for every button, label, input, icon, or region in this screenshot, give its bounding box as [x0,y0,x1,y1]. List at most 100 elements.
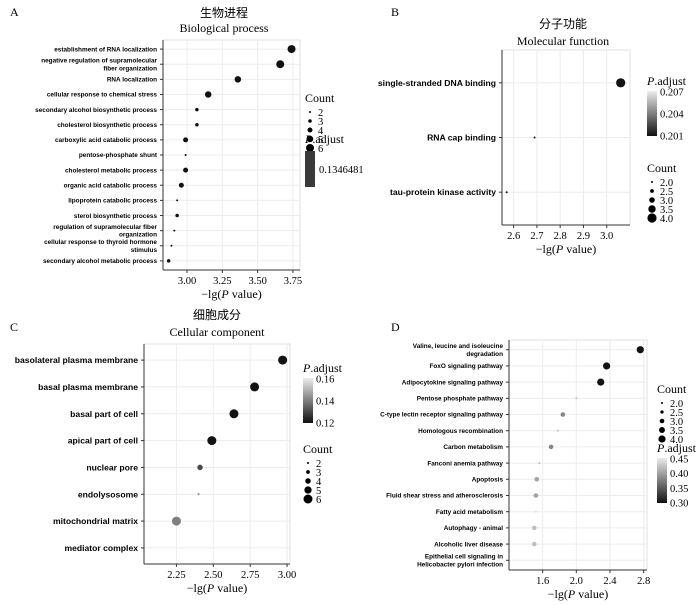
data-point [197,493,200,496]
y-tick-label: nuclear pore [86,462,138,472]
legend-count-title: Count [305,91,335,105]
legend-padj-label: 0.1346481 [319,165,364,176]
legend-count-label: 6 [318,144,323,155]
legend-padj-colorbar [303,378,313,423]
y-tick-label: Carbon metabolism [443,444,503,451]
legend-count-label: 4 [318,126,324,137]
y-tick-label: establishment of RNA localization [54,46,157,53]
data-point [195,122,199,127]
x-tick-label: 3.0 [600,231,613,242]
y-tick-label: organization [119,232,157,239]
y-tick-label: Homologous recombination [418,428,503,435]
legend-count-key [648,205,656,213]
y-tick-label: cholesterol biosynthetic process [57,122,157,129]
x-tick-label: 2.8 [554,231,567,242]
y-tick-label: single-stranded DNA binding [378,78,496,88]
legend-padj-label: 0.12 [316,419,334,430]
y-tick-label: RNA cap binding [427,133,496,143]
data-point [234,76,242,83]
legend-padj-title: P.adjust [304,132,345,146]
data-point [184,154,187,156]
legend-count-label: 5 [316,486,321,497]
legend-count-key [650,189,654,193]
legend-count-label: 4.0 [660,214,673,225]
y-tick-label: sterol biosynthetic process [74,213,158,220]
legend-count-key [307,462,309,464]
y-tick-label: Pentose phosphate pathway [417,396,504,403]
legend-count-key [661,402,663,404]
legend-padj-label: 0.30 [670,499,688,510]
y-tick-label: FoxO signaling pathway [429,363,503,370]
legend-count-key [308,119,312,123]
data-point [183,167,189,173]
y-tick-label: Epithelial cell signaling in [425,554,503,561]
legend-count-title: Count [303,442,333,456]
x-axis-label: −lg(P value) [201,287,261,301]
legend-count-key [649,197,655,203]
y-tick-label: Fatty acid metabolism [436,509,503,516]
legend-padj-label: 0.40 [670,469,688,480]
y-tick-label: fiber organization [103,65,157,72]
y-tick-label: endolysosome [78,489,138,499]
y-tick-label: basolateral plasma membrane [15,355,138,365]
legend-count-label: 2 [316,459,321,470]
data-point [534,476,540,482]
data-point [548,444,554,450]
data-point [533,136,536,139]
legend-count-key [659,418,665,424]
legend-padj-colorbar [305,151,315,187]
data-point [597,378,605,386]
y-tick-label: stimulus [131,247,158,254]
legend-count-label: 5 [318,135,323,146]
legend-padj-title: P.adjust [646,74,687,88]
panel-letter: A [10,5,19,19]
legend-padj-title: P.adjust [302,361,343,375]
legend-count-label: 3.5 [660,205,673,216]
y-tick-label: lipoprotein catabolic process [68,198,157,205]
legend-count-label: 2.5 [660,187,673,198]
legend-count-key [659,427,665,433]
legend-count-label: 4 [316,477,322,488]
x-tick-label: 2.50 [204,570,222,581]
y-tick-label: basal plasma membrane [38,382,138,392]
legend-padj-colorbar [657,458,667,503]
y-tick-label: Apoptosis [472,477,504,484]
data-point [183,137,189,143]
legend-padj-label: 0.204 [660,110,684,121]
y-tick-label: carboxylic acid catabolic process [55,137,157,144]
legend-count-key [305,478,311,484]
legend-count-title: Count [657,382,687,396]
y-tick-label: degradation [466,351,503,358]
x-tick-label: 2.0 [570,576,583,587]
legend-count-label: 3.0 [670,417,683,428]
data-point [616,78,626,88]
legend-padj-title: P.adjust [656,441,697,455]
x-tick-label: 3.25 [213,276,231,287]
legend-count-title: Count [647,161,677,175]
y-tick-label: regulation of supramolecular fiber [53,224,157,231]
y-tick-label: secondary alcohol biosynthetic process [35,107,157,114]
legend-count-key [306,135,314,143]
plot-area [143,343,291,565]
y-tick-label: C-type lectin receptor signaling pathway [380,412,503,419]
x-tick-label: 3.00 [278,570,296,581]
y-tick-label: cellular response to chemical stress [47,92,158,99]
y-tick-label: basal part of cell [70,409,138,419]
legend-count-key [651,181,653,183]
data-point [636,346,644,354]
data-point [534,510,537,513]
x-tick-label: 2.7 [530,231,543,242]
data-point [166,259,171,263]
legend-padj-label: 0.207 [660,87,684,98]
x-axis-label: −lg(P value) [536,242,596,256]
data-point [556,429,559,432]
y-tick-label: Valine, leucine and isoleucine [413,343,504,350]
data-point [278,355,288,365]
chart-title: 生物进程 [200,5,248,20]
panel-letter: D [391,320,400,334]
x-tick-label: 2.9 [577,231,590,242]
panel-letter: B [391,5,399,19]
y-tick-label: Helicobacter pylori infection [417,561,503,568]
x-tick-label: 3.50 [248,276,266,287]
y-tick-label: pentose-phosphate shunt [79,152,158,159]
